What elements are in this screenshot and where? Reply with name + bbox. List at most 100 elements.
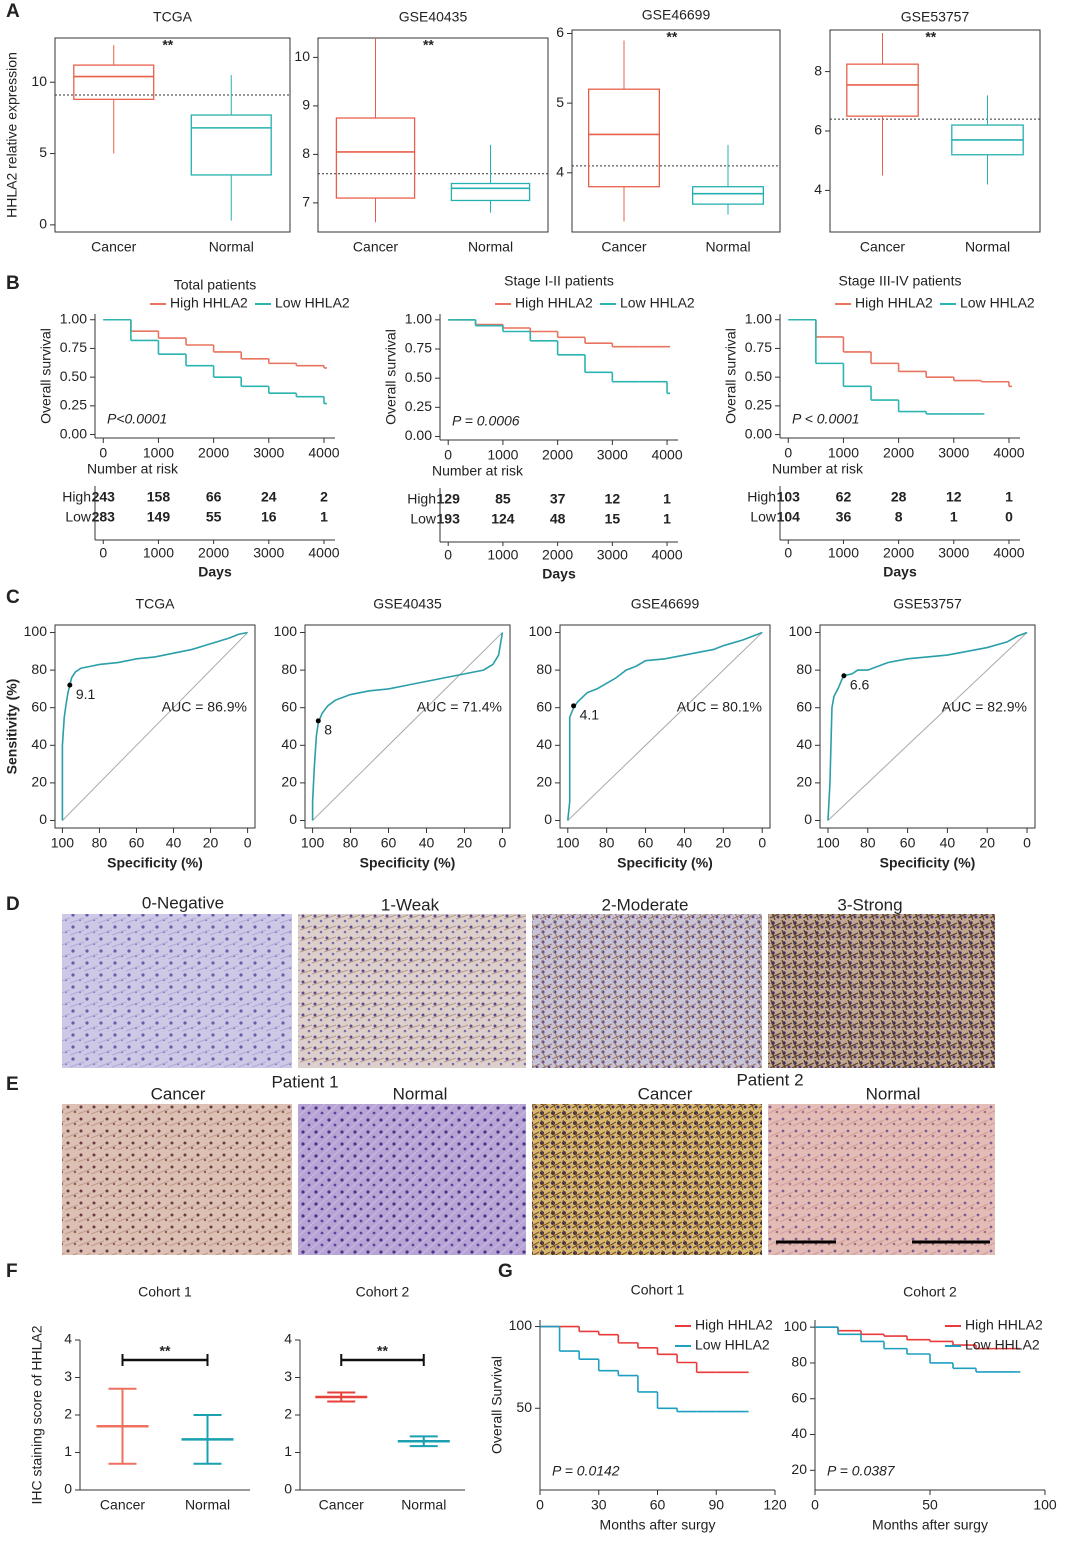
x-axis-label: Days (542, 566, 576, 582)
y-tick-label: 1.00 (405, 311, 432, 327)
y-tick-label: 0 (804, 811, 812, 827)
risk-value: 243 (92, 489, 116, 505)
x-tick-label: 80 (599, 835, 615, 851)
chart-title: GSE53757 (893, 596, 962, 612)
x-tick-label: 100 (51, 835, 75, 851)
y-tick-label: 20 (791, 1461, 807, 1477)
x-tick-label: 80 (92, 835, 108, 851)
panel-label: D (6, 894, 20, 915)
y-tick-label: 60 (281, 698, 297, 714)
x-axis-label: Months after surgy (600, 1517, 716, 1533)
risk-row-label: Low (750, 509, 777, 525)
x-tick-label: 0 (811, 1497, 819, 1513)
risk-value: 55 (206, 509, 222, 525)
risk-value: 15 (605, 511, 621, 527)
y-tick-label: 100 (784, 1318, 808, 1334)
annotation: P < 0.0001 (792, 411, 860, 427)
legend-label: Low HHLA2 (695, 1337, 770, 1353)
y-tick-label: 1.00 (60, 310, 87, 326)
grade-label: 0-Negative (142, 893, 224, 912)
x-tick-label: Cancer (601, 239, 646, 255)
x-tick-label: 100 (816, 835, 840, 851)
x-axis-label: Days (883, 564, 917, 580)
y-tick-label: 0.00 (60, 425, 87, 441)
grade-label: 1-Weak (381, 895, 440, 914)
ihc-image (532, 1104, 762, 1255)
x-tick-label: 20 (979, 835, 995, 851)
risk-value: 2 (320, 489, 328, 505)
x-tick-label: 0 (499, 835, 507, 851)
ihc-image (62, 914, 292, 1068)
risk-value: 149 (147, 509, 171, 525)
risk-value: 0 (1005, 509, 1013, 525)
risk-tick-label: 0 (444, 547, 452, 563)
box (450, 182, 531, 202)
risk-tick-label: 2000 (198, 545, 229, 561)
tissue-label: Normal (866, 1084, 921, 1103)
y-tick-label: 8 (302, 145, 310, 161)
y-axis-label: IHC staining score of HHLA2 (29, 1325, 45, 1504)
x-tick-label: 40 (940, 835, 956, 851)
x-tick-label: 20 (716, 835, 732, 851)
panel-label: A (6, 1, 20, 22)
x-tick-label: 40 (419, 835, 435, 851)
tissue-label: Cancer (151, 1084, 206, 1103)
risk-value: 24 (261, 489, 277, 505)
box (190, 114, 272, 176)
y-tick-label: 80 (791, 1354, 807, 1370)
legend-label: High HHLA2 (515, 295, 593, 311)
y-axis-label: HHLA2 relative expression (4, 52, 20, 218)
cutoff-label: 9.1 (76, 686, 96, 702)
risk-value: 48 (550, 511, 566, 527)
y-tick-label: 100 (509, 1317, 533, 1333)
risk-value: 1 (663, 511, 671, 527)
chart-title: Cohort 1 (631, 1282, 685, 1298)
risk-value: 85 (495, 491, 511, 507)
y-tick-label: 20 (796, 774, 812, 790)
y-tick-label: 7 (302, 194, 310, 210)
plot-frame (54, 624, 256, 829)
x-tick-label: 40 (677, 835, 693, 851)
y-tick-label: 0 (284, 1481, 292, 1497)
x-tick-label: 20 (457, 835, 473, 851)
risk-tick-label: 3000 (253, 545, 284, 561)
ihc-image (768, 1104, 995, 1255)
risk-value: 28 (891, 489, 907, 505)
x-tick-label: 0 (784, 445, 792, 461)
ihc-image (62, 1104, 292, 1255)
risk-value: 283 (92, 509, 116, 525)
y-tick-label: 20 (281, 774, 297, 790)
risk-table-title: Number at risk (87, 461, 179, 477)
grade-label: 2-Moderate (602, 895, 689, 914)
y-tick-label: 4 (284, 1331, 292, 1347)
x-tick-label: 1000 (487, 447, 518, 463)
legend-label: High HHLA2 (855, 295, 933, 311)
x-tick-label: Normal (185, 1497, 230, 1513)
x-axis-label: Days (198, 564, 232, 580)
roc-curve (827, 631, 1028, 821)
tissue-label: Normal (393, 1084, 448, 1103)
risk-value: 158 (147, 489, 171, 505)
annotation: P = 0.0142 (552, 1463, 620, 1479)
y-tick-label: 0.50 (405, 369, 432, 385)
reference-diagonal (827, 632, 1028, 821)
x-tick-label: 100 (1033, 1497, 1057, 1513)
legend-label: High HHLA2 (965, 1317, 1043, 1333)
y-tick-label: 0.00 (745, 425, 772, 441)
y-tick-label: 1 (64, 1443, 72, 1459)
x-tick-label: Cancer (860, 239, 905, 255)
legend-label: High HHLA2 (695, 1317, 773, 1333)
x-tick-label: 120 (763, 1497, 787, 1513)
risk-row-label: Low (410, 511, 437, 527)
cutoff-point (571, 703, 577, 709)
risk-value: 12 (605, 491, 621, 507)
chart-title: GSE40435 (399, 9, 468, 25)
y-tick-label: 40 (796, 736, 812, 752)
chart-title: GSE46699 (642, 7, 711, 23)
x-tick-label: 40 (166, 835, 182, 851)
y-tick-label: 80 (796, 661, 812, 677)
annotation: AUC = 71.4% (417, 698, 502, 714)
x-axis-label: Months after surgy (872, 1517, 988, 1533)
y-tick-label: 100 (789, 623, 813, 639)
box (846, 63, 919, 117)
